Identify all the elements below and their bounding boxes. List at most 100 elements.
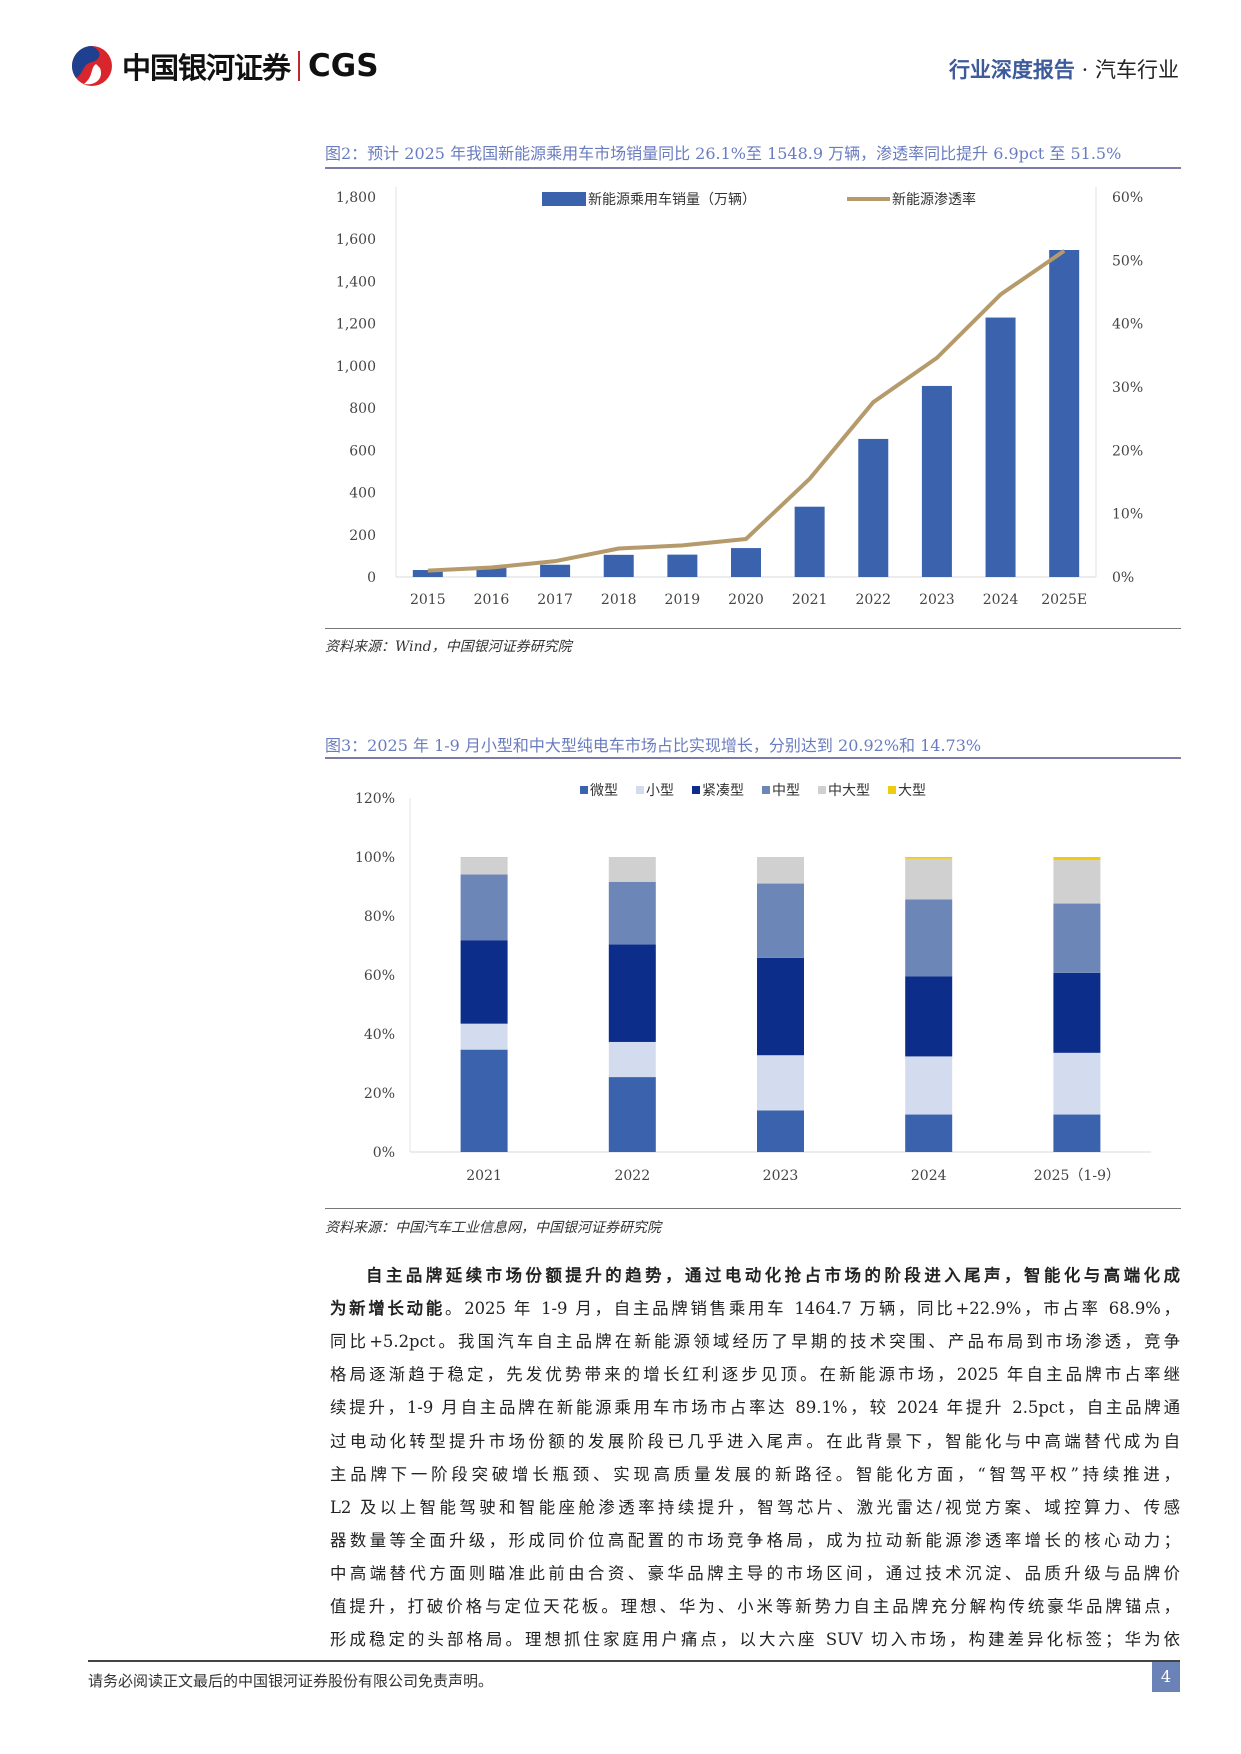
- penetration-line: [427, 249, 1066, 573]
- body-text: 中高端替代方面则瞄准此前由合资、豪华品牌主导的市场区间，通过技术沉淀、品质升级与…: [330, 1563, 1180, 1583]
- y-tick-label: 120%: [355, 791, 395, 807]
- body-text: 续提升，1-9 月自主品牌在新能源乘用车市场市占率达 89.1%，较 2024 …: [330, 1398, 1180, 1418]
- stacked-segment-紧凑型: [1053, 972, 1101, 1053]
- stacked-segment-微型: [608, 1077, 656, 1152]
- legend-swatch: [762, 786, 770, 794]
- body-text: 。2025 年 1-9 月，自主品牌销售乘用车 1464.7 万辆，同比+22.…: [445, 1299, 1181, 1319]
- galaxy-logo-icon: [72, 46, 112, 86]
- body-line: 续提升，1-9 月自主品牌在新能源乘用车市场市占率达 89.1%，较 2024 …: [330, 1396, 1180, 1420]
- x-tick-label: 2017: [537, 592, 573, 608]
- body-line: 为新增长动能。2025 年 1-9 月，自主品牌销售乘用车 1464.7 万辆，…: [330, 1297, 1180, 1321]
- x-tick-label: 2016: [474, 592, 510, 608]
- legend-line-label: 新能源渗透率: [892, 191, 976, 208]
- sales-bar: [921, 385, 952, 577]
- x-tick-label: 2021: [792, 592, 828, 608]
- figure2-caption: 图2：预计 2025 年我国新能源乘用车市场销量同比 26.1%至 1548.9…: [325, 144, 1122, 163]
- legend-bar-swatch: [542, 192, 586, 206]
- x-tick-label: 2015: [410, 592, 446, 608]
- body-line: 同比+5.2pct。我国汽车自主品牌在新能源领域经历了早期的技术突围、产品布局到…: [330, 1330, 1180, 1354]
- y-tick-label: 100%: [355, 850, 395, 866]
- body-line: 值提升，打破价格与定位天花板。理想、华为、小米等新势力自主品牌充分解构传统豪华品…: [330, 1595, 1180, 1619]
- right-tick-label: 20%: [1112, 443, 1143, 459]
- left-tick-label: 400: [349, 486, 376, 502]
- legend-swatch: [818, 786, 826, 794]
- legend-label: 紧凑型: [702, 782, 744, 799]
- stacked-segment-小型: [608, 1041, 656, 1078]
- stacked-segment-大型: [905, 857, 953, 859]
- legend-swatch: [636, 786, 644, 794]
- left-tick-label: 1,600: [336, 232, 376, 248]
- stacked-segment-小型: [905, 1056, 953, 1115]
- left-tick-label: 0: [367, 570, 376, 586]
- footer-rule: [88, 1660, 1180, 1662]
- body-text: 过电动化转型提升市场份额的发展阶段已几乎进入尾声。在此背景下，智能化与中高端替代…: [330, 1431, 1180, 1451]
- legend-swatch: [580, 786, 588, 794]
- sales-bar: [667, 554, 698, 577]
- stacked-segment-微型: [905, 1114, 953, 1152]
- stacked-segment-中大型: [905, 858, 953, 900]
- sales-bar: [794, 506, 825, 577]
- stacked-segment-紧凑型: [905, 976, 953, 1057]
- figure2-chart: 0 200 400 600 800 1,000 1,200 1,400 1,600 1,800 0%…: [336, 187, 1143, 608]
- report-category: 行业深度报告 · 汽车行业: [949, 54, 1179, 84]
- company-name: 中国银河证券: [122, 51, 291, 85]
- x-tick-label: 2019: [665, 592, 701, 608]
- legend-label: 微型: [590, 783, 618, 799]
- x-tick-label: 2024: [983, 592, 1019, 608]
- body-line: 主品牌下一阶段突破增长瓶颈、实现高质量发展的新路径。智能化方面，“智驾平权”持续…: [330, 1463, 1180, 1487]
- stacked-segment-中型: [905, 899, 953, 977]
- sales-bar: [540, 564, 571, 577]
- body-line: 格局逐渐趋于稳定，先发优势带来的增长红利逐步见顶。在新能源市场，2025 年自主…: [330, 1363, 1180, 1387]
- left-tick-label: 1,200: [336, 317, 376, 333]
- sales-bar: [858, 438, 889, 577]
- stacked-segment-微型: [460, 1049, 508, 1152]
- stacked-segment-微型: [757, 1110, 804, 1152]
- x-tick-label: 2024: [911, 1168, 947, 1184]
- left-tick-label: 1,800: [336, 190, 376, 206]
- left-tick-label: 200: [349, 528, 376, 544]
- x-tick-label: 2018: [601, 592, 637, 608]
- y-tick-label: 0%: [373, 1145, 395, 1161]
- sales-bar: [412, 570, 443, 577]
- sales-bar: [603, 554, 634, 577]
- x-tick-label: 2025（1-9）: [1034, 1168, 1120, 1184]
- stacked-segment-中型: [757, 883, 804, 958]
- right-tick-label: 60%: [1112, 190, 1143, 206]
- figure3-top-rule: [325, 757, 1181, 759]
- body-line: 形成稳定的头部格局。理想抓住家庭用户痛点，以大六座 SUV 切入市场，构建差异化…: [330, 1628, 1180, 1652]
- page-number: 4: [1152, 1662, 1180, 1692]
- figure3-source: 资料来源：中国汽车工业信息网，中国银河证券研究院: [325, 1220, 661, 1236]
- legend-label: 小型: [646, 783, 674, 799]
- y-tick-label: 40%: [364, 1027, 395, 1043]
- x-tick-label: 2023: [763, 1168, 799, 1184]
- logo-divider: [298, 51, 301, 81]
- body-line: 过电动化转型提升市场份额的发展阶段已几乎进入尾声。在此背景下，智能化与中高端替代…: [330, 1430, 1180, 1454]
- stacked-segment-中型: [1053, 903, 1101, 973]
- sales-bar: [476, 566, 507, 577]
- left-tick-label: 1,000: [336, 359, 376, 375]
- right-tick-label: 40%: [1112, 317, 1143, 333]
- body-line: L2 及以上智能驾驶和智能座舱渗透率持续提升，智驾芯片、激光雷达/视觉方案、域控…: [330, 1496, 1180, 1520]
- sales-bar: [1049, 250, 1080, 577]
- company-logo: 中国银河证券 CGS: [70, 44, 379, 88]
- y-tick-label: 80%: [364, 909, 395, 925]
- stacked-segment-中大型: [757, 857, 804, 884]
- x-tick-label: 2021: [466, 1168, 502, 1184]
- stacked-segment-中大型: [460, 857, 508, 875]
- body-bold-text: 自主品牌延续市场份额提升的趋势，通过电动化抢占市场的阶段进入尾声，智能化与高端化…: [366, 1266, 1180, 1285]
- stacked-segment-中型: [460, 874, 508, 941]
- stacked-segment-中型: [608, 881, 656, 945]
- sales-bar: [731, 548, 761, 577]
- body-text: 主品牌下一阶段突破增长瓶颈、实现高质量发展的新路径。智能化方面，“智驾平权”持续…: [330, 1464, 1180, 1484]
- x-tick-label: 2022: [614, 1168, 650, 1184]
- stacked-segment-中大型: [608, 857, 656, 882]
- header-dot: ·: [1081, 58, 1089, 82]
- figure3-caption: 图3：2025 年 1-9 月小型和中大型纯电车市场占比实现增长，分别达到 20…: [325, 736, 982, 755]
- stacked-segment-紧凑型: [608, 944, 656, 1042]
- stacked-segment-小型: [1053, 1052, 1101, 1115]
- body-text: 器数量等全面升级，形成同价位高配置的市场竞争格局，成为拉动新能源渗透率增长的核心…: [330, 1530, 1180, 1550]
- figure2-bottom-rule: [325, 628, 1181, 629]
- x-tick-label: 2023: [919, 592, 955, 608]
- body-text: 同比+5.2pct。我国汽车自主品牌在新能源领域经历了早期的技术突围、产品布局到…: [330, 1332, 1180, 1352]
- right-tick-label: 30%: [1112, 380, 1143, 396]
